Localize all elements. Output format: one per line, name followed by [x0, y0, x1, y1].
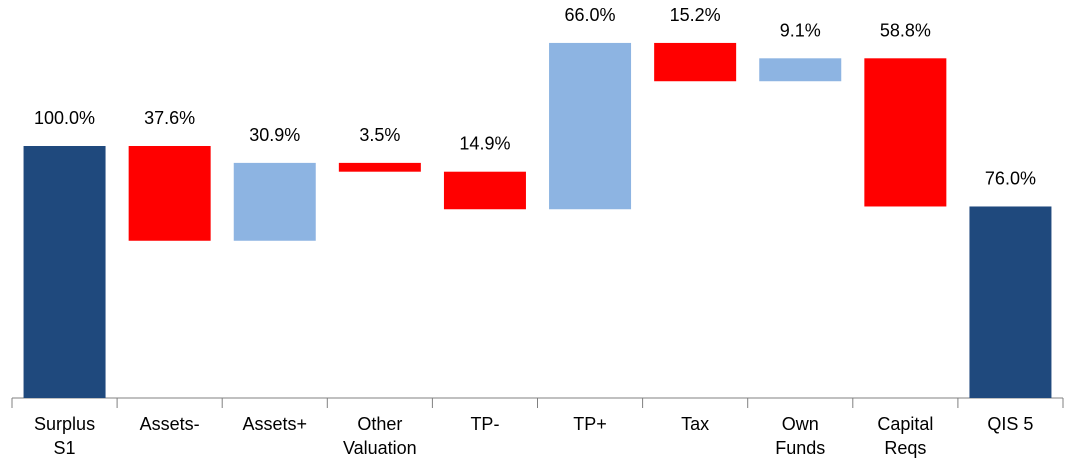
value-label: 30.9% [249, 125, 300, 145]
bar [443, 171, 526, 210]
value-label: 15.2% [670, 5, 721, 25]
bar [233, 162, 316, 241]
bar [864, 58, 947, 207]
value-label: 58.8% [880, 20, 931, 40]
bar [654, 42, 737, 82]
x-tick-label: Surplus S1 [34, 414, 96, 458]
value-label: 14.9% [459, 134, 510, 154]
bar [23, 146, 106, 398]
bar [128, 146, 211, 241]
x-tick-label: Assets- [139, 414, 200, 434]
x-tick-label: Own Funds [775, 414, 826, 458]
bar [759, 58, 842, 82]
value-label: 9.1% [780, 20, 821, 40]
bar [969, 206, 1052, 398]
x-tick-label: Assets+ [242, 414, 308, 434]
x-tick-label: Capital Reqs [877, 414, 934, 458]
value-label: 37.6% [144, 108, 195, 128]
value-label: 66.0% [565, 5, 616, 25]
bar [549, 42, 632, 210]
x-tick-label: Tax [681, 414, 710, 434]
value-label: 3.5% [359, 125, 400, 145]
value-label: 100.0% [34, 108, 95, 128]
x-tick-label: QIS 5 [987, 414, 1034, 434]
x-tick-label: Other Valuation [342, 414, 417, 458]
bar [338, 162, 421, 172]
value-label: 76.0% [985, 168, 1036, 188]
x-tick-label: TP+ [573, 414, 607, 434]
x-tick-label: TP- [470, 414, 500, 434]
